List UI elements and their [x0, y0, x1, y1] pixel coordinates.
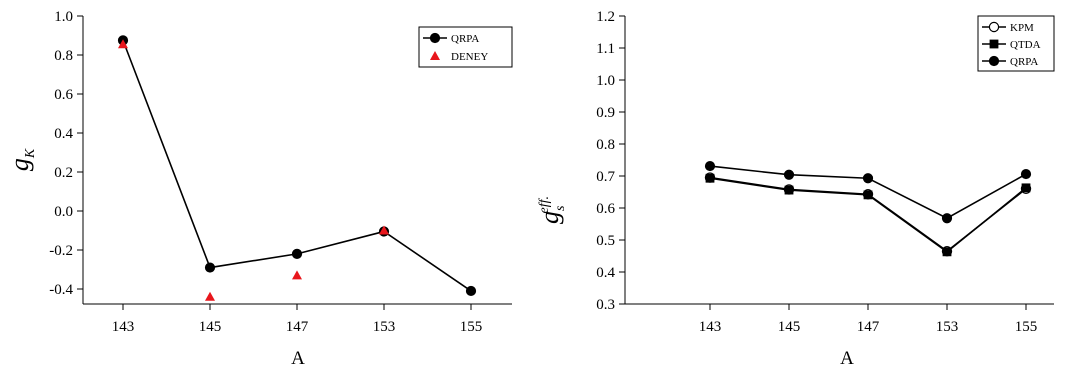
x-axis-label-left: A [291, 348, 305, 369]
y-tick-label: 1.2 [596, 9, 615, 25]
x-tick-label: 145 [199, 319, 222, 335]
point-qrpa [291, 248, 303, 259]
point-qrpa [941, 213, 953, 224]
y-tick-label: 0.6 [54, 87, 73, 103]
y-tick-label: 0.4 [54, 126, 73, 142]
y-tick-label: 0.2 [54, 165, 73, 181]
y-tick-label: 1.0 [54, 9, 73, 25]
y-tick-label: -0.4 [49, 282, 73, 298]
y-axis-label-right-main: g [535, 211, 564, 224]
y-axis-label-left-sub: K [23, 148, 38, 159]
point-qtda [942, 247, 952, 257]
point-deney [292, 270, 302, 280]
legend-marker-qtda [989, 39, 999, 49]
y-axis-label-right-sup: eff. [537, 196, 552, 214]
point-deney [379, 225, 389, 235]
series-line-kpm [709, 176, 1027, 253]
y-tick-label: 0.8 [596, 137, 615, 153]
y-tick-label: 0.0 [54, 204, 73, 220]
y-tick-label: 1.0 [596, 73, 615, 89]
chart-gs-eff: A gseff. 1.2 1.1 1.0 0.9 0.8 0.7 0.6 0.5 0.4 0.3 1… [535, 9, 1055, 369]
legend-marker-qrpa [429, 32, 441, 44]
point-qtda [705, 173, 715, 183]
x-tick-label: 155 [460, 319, 483, 335]
legend-label-deney: DENEY [451, 51, 488, 63]
y-axis-label-right-sub: s [553, 205, 568, 211]
point-qrpa [465, 285, 477, 297]
point-qtda [784, 185, 794, 195]
x-tick-label: 153 [936, 319, 959, 335]
point-qtda [863, 190, 873, 200]
y-tick-label: 0.4 [596, 265, 615, 281]
x-axis-label-right: A [840, 348, 854, 369]
legend-label-qrpa: QRPA [451, 33, 479, 45]
y-tick-label: -0.2 [49, 243, 73, 259]
y-tick-label: 0.6 [596, 201, 615, 217]
x-tick-label: 143 [112, 319, 135, 335]
x-tick-label: 153 [373, 319, 396, 335]
legend-label-qtda: QTDA [1010, 39, 1041, 51]
chart-gk: A gK 1.0 0.8 0.6 0.4 0.2 0.0 -0.2 -0.4 143 145 147… [5, 9, 513, 369]
legend-label-qrpa: QRPA [1010, 56, 1038, 68]
point-deney [118, 39, 128, 49]
y-axis-label-right: gseff. [535, 196, 568, 224]
x-tick-label: 147 [286, 319, 309, 335]
legend-marker-deney [430, 51, 440, 60]
y-tick-label: 0.8 [54, 48, 73, 64]
y-tick-label: 1.1 [596, 41, 615, 57]
point-qrpa [1020, 168, 1032, 180]
point-qrpa [862, 173, 874, 184]
legend-marker-qrpa [988, 55, 1000, 67]
y-tick-label: 0.9 [596, 105, 615, 121]
point-deney [205, 291, 215, 301]
x-tick-label: 143 [699, 319, 722, 335]
point-qrpa [204, 262, 216, 273]
point-qrpa [704, 160, 716, 172]
x-tick-label: 145 [778, 319, 801, 335]
x-tick-label: 155 [1015, 319, 1038, 335]
y-axis-label-left-main: g [5, 158, 34, 171]
y-tick-label: 0.5 [596, 233, 615, 249]
y-axis-label-left: gK [5, 148, 38, 171]
point-qrpa [783, 169, 795, 180]
point-qtda [1021, 183, 1031, 193]
x-tick-label: 147 [857, 319, 880, 335]
y-tick-label: 0.3 [596, 297, 615, 313]
legend-label-kpm: KPM [1010, 22, 1034, 34]
y-tick-label: 0.7 [596, 169, 615, 185]
legend-marker-kpm [988, 21, 1000, 33]
